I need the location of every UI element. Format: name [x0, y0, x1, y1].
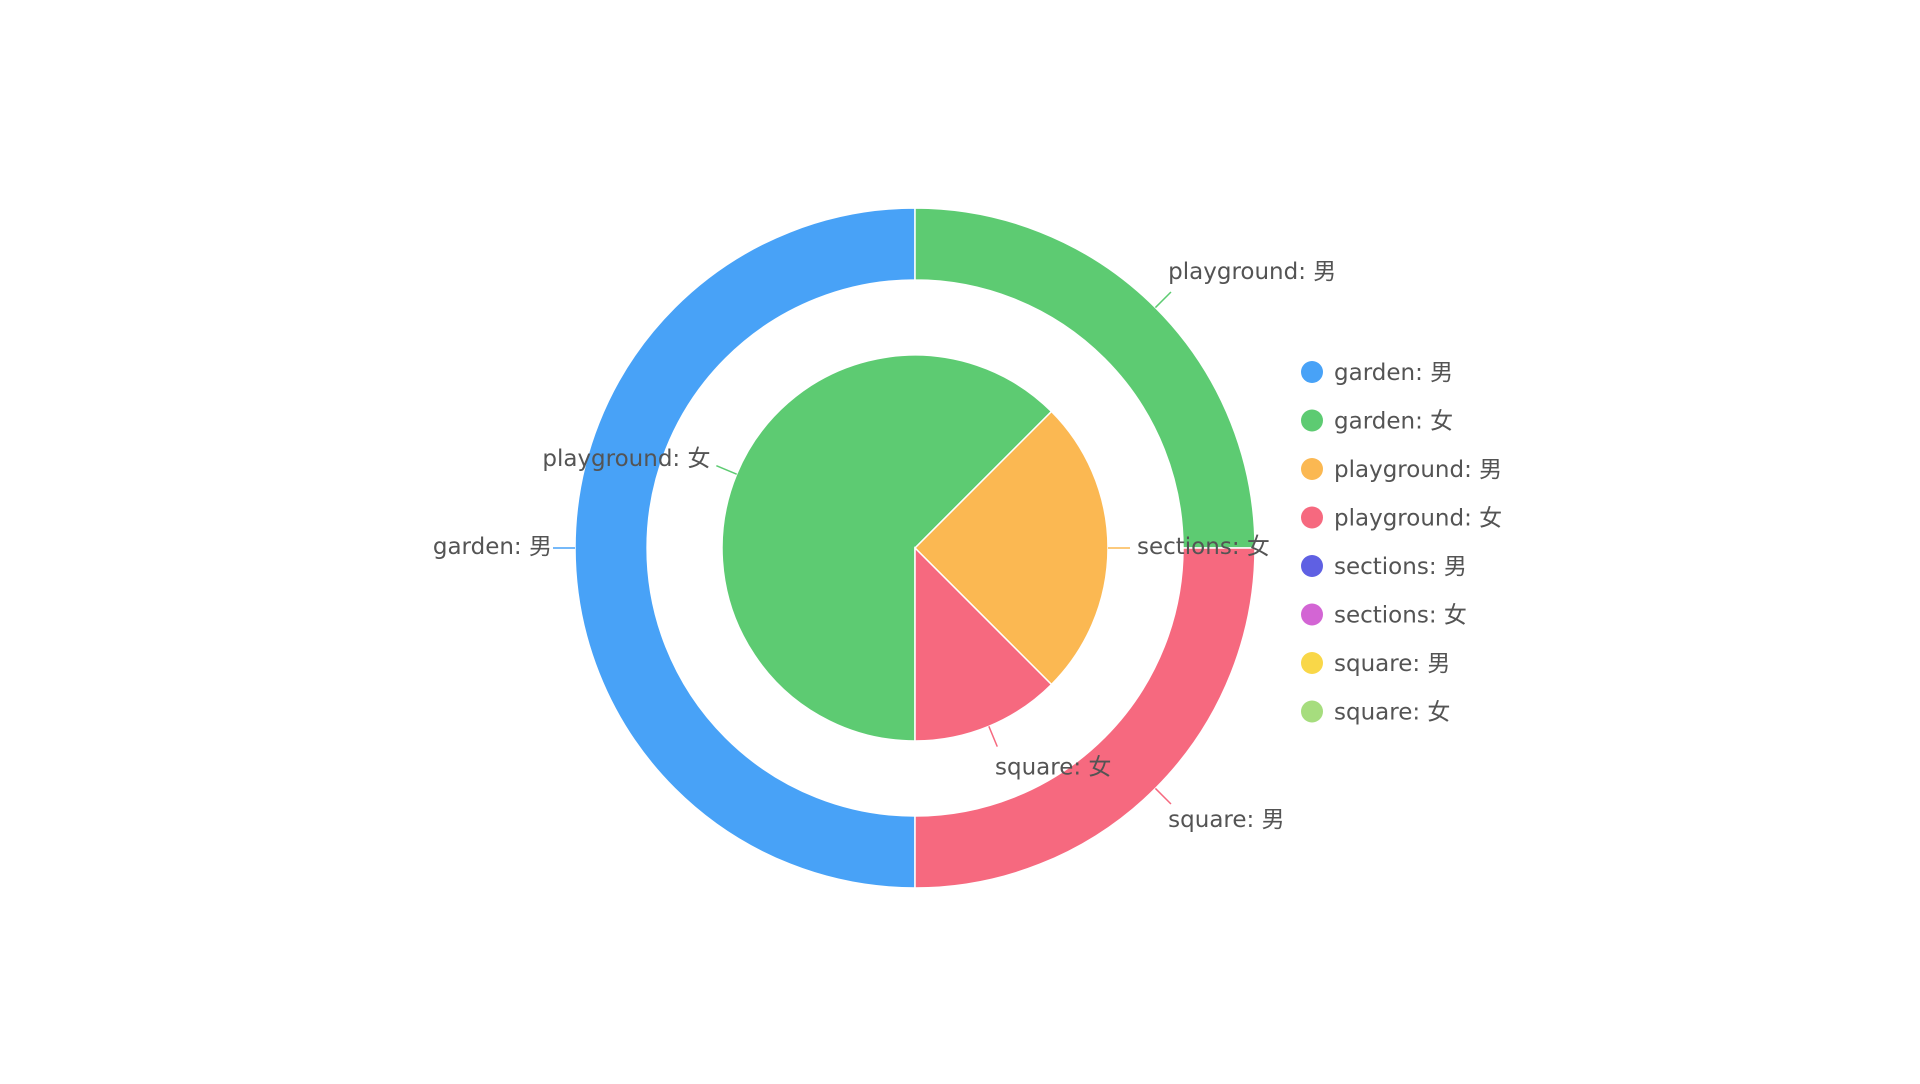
legend-label: sections: 男 [1334, 554, 1467, 580]
legend-label: sections: 女 [1334, 603, 1467, 629]
legend-marker [1301, 361, 1323, 383]
legend-marker [1301, 555, 1323, 577]
pie-slice-garden-male[interactable] [574, 207, 916, 889]
pie-rings [574, 207, 1256, 889]
pie-slice-square-male[interactable] [914, 547, 1256, 889]
legend-label: square: 男 [1334, 651, 1450, 677]
legend-item-square-male[interactable]: square: 男 [1301, 651, 1450, 677]
legend-item-sections-male[interactable]: sections: 男 [1301, 554, 1467, 580]
slice-label-playground-male: playground: 男 [1168, 259, 1336, 285]
legend-label: playground: 男 [1334, 457, 1502, 483]
legend-marker [1301, 700, 1323, 723]
legend-marker [1301, 652, 1323, 674]
legend-item-square-female[interactable]: square: 女 [1301, 700, 1450, 726]
label-line-playground-male [1154, 291, 1172, 309]
label-line-playground-female [716, 465, 737, 475]
legend-marker [1301, 603, 1323, 626]
legend: garden: 男 garden: 女 playground: 男 playgroun… [1301, 360, 1502, 726]
slice-label-square-female: square: 女 [995, 754, 1111, 780]
slice-label-square-male: square: 男 [1168, 807, 1284, 833]
slice-label-garden-male: garden: 男 [433, 534, 552, 560]
label-line-square-male [1154, 787, 1172, 805]
legend-label: square: 女 [1334, 700, 1450, 726]
pie-slice-sections-female[interactable] [913, 410, 1109, 686]
legend-item-garden-female[interactable]: garden: 女 [1301, 409, 1453, 435]
slice-labels: garden: 男 playground: 男 square: 男 playgroun… [433, 259, 1336, 833]
pie-slice-square-female[interactable] [914, 546, 1053, 742]
legend-item-garden-male[interactable]: garden: 男 [1301, 360, 1453, 386]
legend-label: playground: 女 [1334, 506, 1502, 532]
legend-marker [1301, 458, 1323, 480]
legend-label: garden: 男 [1334, 360, 1453, 386]
slice-label-playground-female: playground: 女 [542, 446, 710, 472]
label-line-square-female [988, 726, 998, 747]
legend-marker [1301, 409, 1323, 432]
legend-label: garden: 女 [1334, 409, 1453, 435]
legend-marker [1301, 506, 1323, 529]
legend-item-playground-male[interactable]: playground: 男 [1301, 457, 1502, 483]
slice-label-sections-female: sections: 女 [1137, 534, 1270, 560]
legend-item-sections-female[interactable]: sections: 女 [1301, 603, 1467, 629]
legend-item-playground-female[interactable]: playground: 女 [1301, 506, 1502, 532]
